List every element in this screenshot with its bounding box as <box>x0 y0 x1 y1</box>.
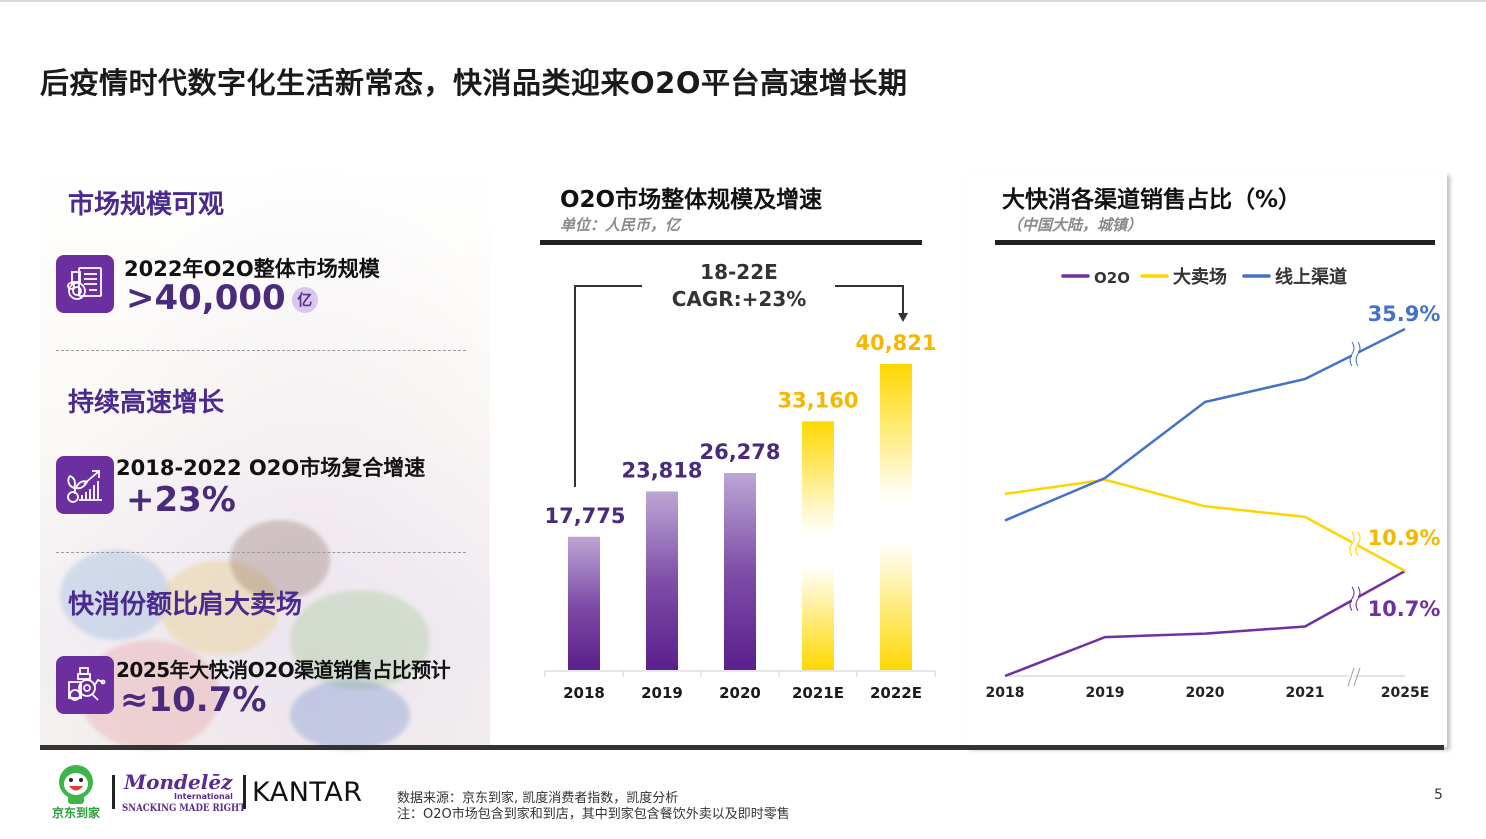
title-rule <box>540 240 922 245</box>
growth-chart-icon <box>56 456 114 514</box>
kpi-value-market-size: >40,000 亿 <box>126 278 318 318</box>
mondelez-wordmark: Mondelēz <box>124 770 233 794</box>
kantar-logo: KANTAR <box>252 777 363 808</box>
kpi-panel: 市场规模可观 2022年O2O整体市场规模 >40,000 亿 持续高速增长 20… <box>40 160 490 750</box>
kpi-label-market-size: 2022年O2O整体市场规模 <box>124 257 380 281</box>
kpi-label-share: 2025年大快消O2O渠道销售占比预计 <box>116 658 451 682</box>
kpi-value-share: ≈10.7% <box>120 680 267 720</box>
unit-badge: 亿 <box>291 286 318 313</box>
jd-daojia-logo: 京东到家 <box>46 762 106 822</box>
section-heading-growth: 持续高速增长 <box>68 388 225 418</box>
page-title: 后疫情时代数字化生活新常态，快消品类迎来O2O平台高速增长期 <box>40 66 908 100</box>
mondelez-international: International <box>174 792 233 801</box>
mondelez-tagline: SNACKING MADE RIGHT <box>122 803 246 814</box>
background-candy <box>230 520 330 600</box>
market-definition-note: 注：O2O市场包含到家和到店，其中到家包含餐饮外卖以及即时零售 <box>397 807 790 822</box>
section-heading-market-size: 市场规模可观 <box>68 190 225 220</box>
background-candy <box>290 590 430 690</box>
bottom-rule <box>40 745 1444 750</box>
kpi-label-cagr: 2018-2022 O2O市场复合增速 <box>116 456 426 480</box>
page-number: 5 <box>1434 787 1443 803</box>
background-candy <box>60 550 170 640</box>
line-chart-title: 大快消各渠道销售占比（%） <box>1002 187 1302 213</box>
kpi-value-cagr: +23% <box>126 480 236 520</box>
data-source-note: 数据来源：京东到家, 凯度消费者指数，凯度分析 <box>397 791 679 806</box>
line-chart-panel: 大快消各渠道销售占比（%） （中国大陆，城镇） <box>967 172 1447 747</box>
title-rule <box>995 240 1435 245</box>
report-coins-icon <box>56 255 114 313</box>
logo-separator <box>112 775 115 809</box>
section-heading-share: 快消份额比肩大卖场 <box>68 590 303 620</box>
mondelez-logo: Mondelēz International SNACKING MADE RIG… <box>122 770 246 816</box>
divider <box>56 350 466 351</box>
bar-chart-subtitle: 单位：人民币，亿 <box>560 216 681 234</box>
bar-chart-title: O2O市场整体规模及增速 <box>560 187 823 213</box>
logo-separator <box>243 775 246 809</box>
kpi-value-text: >40,000 <box>126 278 286 318</box>
background-candy <box>290 680 410 750</box>
top-border <box>0 0 1486 2</box>
bar-chart-panel: O2O市场整体规模及增速 单位：人民币，亿 <box>512 170 957 745</box>
divider <box>56 552 466 553</box>
jd-logo-text: 京东到家 <box>52 805 101 820</box>
background-candy <box>160 560 280 655</box>
line-chart-subtitle: （中国大陆，城镇） <box>1007 216 1143 234</box>
analysis-icon <box>56 656 114 714</box>
